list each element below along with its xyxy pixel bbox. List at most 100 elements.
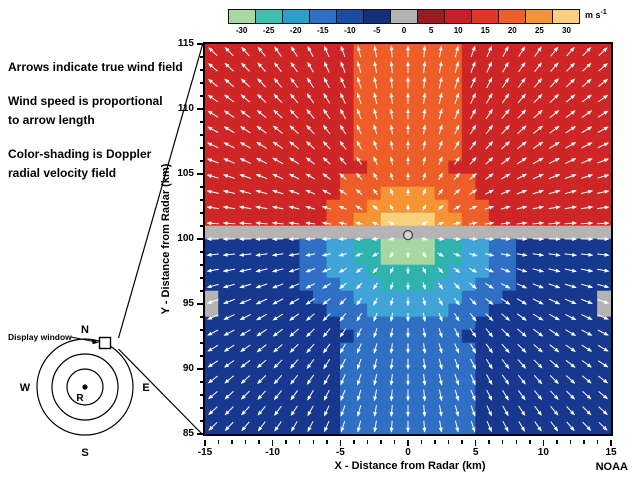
y-minor-tick [199, 381, 203, 383]
colorbar-segment [445, 10, 472, 23]
x-tick-label: 15 [605, 447, 617, 458]
colorbar-segment [256, 10, 283, 23]
y-tick-label: 105 [177, 168, 194, 179]
range-ring-outer [36, 338, 134, 436]
colorbar-tick-label: -5 [373, 26, 381, 35]
y-minor-tick [199, 407, 203, 409]
radar-site-label: R [76, 393, 84, 404]
y-minor-tick [199, 56, 203, 58]
y-minor-tick [199, 186, 203, 188]
compass-south-label: S [81, 447, 88, 459]
display-window-pointer-arrowhead [92, 339, 99, 345]
colorbar-segment [418, 10, 445, 23]
x-major-tick [339, 440, 342, 446]
noaa-credit: NOAA [595, 461, 628, 473]
y-tick-label: 100 [177, 233, 194, 244]
y-tick-label: 85 [182, 428, 194, 439]
y-tick-label: 90 [182, 363, 194, 374]
y-minor-tick [199, 95, 203, 97]
x-minor-tick [461, 440, 463, 444]
x-minor-tick [366, 440, 369, 444]
x-tick-label: 10 [537, 447, 549, 458]
display-window-label: Display window [8, 332, 72, 342]
colorbar-segment [310, 10, 337, 23]
y-minor-tick [199, 394, 203, 396]
x-minor-tick [353, 440, 355, 444]
colorbar-tick-label: 5 [428, 26, 434, 35]
colorbar-segment [364, 10, 391, 23]
radar-site-dot [82, 384, 88, 390]
x-minor-tick [420, 440, 423, 444]
y-tick-label: 95 [182, 298, 194, 309]
colorbar-segment [229, 10, 256, 23]
colorbar-tick-label: 15 [480, 26, 490, 35]
x-tick-label: -5 [335, 447, 345, 458]
y-minor-tick [199, 121, 203, 123]
x-minor-tick [596, 440, 599, 444]
x-major-tick [204, 440, 206, 446]
y-minor-tick [199, 147, 203, 149]
colorbar-unit-label: m s-1 [585, 9, 607, 20]
y-major-tick [197, 368, 203, 370]
velocity-plot [203, 42, 613, 436]
x-axis-title: X - Distance from Radar (km) [334, 460, 486, 472]
y-major-tick [197, 108, 203, 110]
x-minor-tick [393, 440, 396, 444]
colorbar-segment [283, 10, 310, 23]
colorbar-tick-label: 10 [453, 26, 463, 35]
display-window-box [98, 336, 112, 350]
y-major-tick [197, 433, 203, 435]
y-minor-tick [199, 199, 203, 201]
y-minor-tick [199, 290, 203, 292]
y-minor-tick [199, 82, 203, 84]
x-minor-tick [447, 440, 450, 444]
colorbar-labels: -30 -25 -20 -15 -10 -5 0 5 10 15 20 25 30 [228, 26, 580, 35]
colorbar-tick-label: -20 [289, 26, 302, 35]
x-minor-tick [434, 440, 436, 444]
velocity-plot-canvas [205, 44, 611, 434]
colorbar-segment [391, 10, 418, 23]
y-minor-tick [199, 316, 203, 318]
radar-schematic-inset: N S W E R Display window [8, 324, 150, 459]
x-minor-tick [244, 440, 247, 444]
y-major-tick [197, 173, 203, 175]
colorbar-tick-label: -15 [316, 26, 329, 35]
x-minor-tick [326, 440, 328, 444]
colorbar-segment [472, 10, 499, 23]
colorbar-segment [499, 10, 526, 23]
x-minor-tick [556, 440, 558, 444]
y-minor-tick [199, 420, 203, 422]
x-major-tick [474, 440, 477, 446]
x-minor-tick [569, 440, 572, 444]
range-ring-middle [51, 353, 119, 421]
x-minor-tick [529, 440, 531, 444]
x-minor-tick [258, 440, 260, 444]
x-minor-tick [231, 440, 233, 444]
compass-north-label: N [81, 324, 89, 336]
y-minor-tick [199, 69, 203, 71]
y-minor-tick [199, 264, 203, 266]
x-major-tick [407, 440, 409, 446]
y-minor-tick [199, 277, 203, 279]
y-minor-tick [199, 329, 203, 331]
colorbar-tick-label: 0 [401, 26, 407, 35]
colorbar-tick-label: -10 [344, 26, 356, 35]
y-minor-tick [199, 355, 203, 357]
display-window-pointer-line [70, 336, 97, 343]
x-minor-tick [312, 440, 315, 444]
colorbar-tick-label: 25 [534, 26, 544, 35]
y-minor-tick [199, 251, 203, 253]
x-minor-tick [285, 440, 287, 444]
x-minor-tick [583, 440, 585, 444]
colorbar-segment [337, 10, 364, 23]
colorbar [228, 9, 580, 24]
colorbar-tick-label: 20 [507, 26, 517, 35]
x-minor-tick [217, 440, 220, 444]
colorbar-segment [553, 10, 579, 23]
y-minor-tick [199, 160, 203, 162]
x-tick-label: -15 [197, 447, 213, 458]
y-minor-tick [199, 212, 203, 214]
x-tick-label: 0 [405, 447, 411, 458]
y-minor-tick [199, 134, 203, 136]
